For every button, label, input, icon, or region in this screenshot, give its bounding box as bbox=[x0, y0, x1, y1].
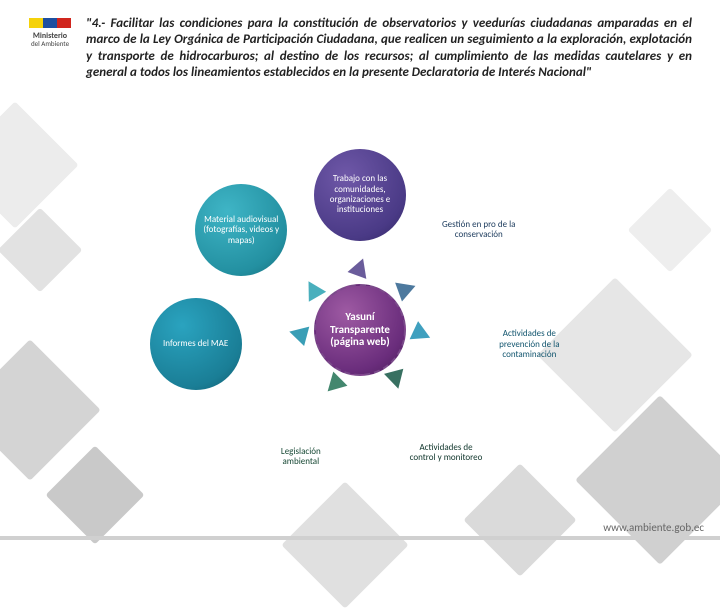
outer-node: Actividades de control y monitoreo bbox=[400, 407, 492, 499]
cycle-arrow bbox=[299, 276, 325, 302]
outer-node: Trabajo con las comunidades, organizacio… bbox=[314, 149, 406, 241]
outer-node: Informes del MAE bbox=[150, 298, 242, 390]
outer-node: Material audiovisual (fotografías, video… bbox=[195, 184, 287, 276]
cycle-arrow bbox=[384, 368, 408, 391]
footer-line bbox=[0, 536, 720, 540]
cycle-arrow bbox=[320, 372, 347, 399]
cycle-arrow bbox=[409, 322, 434, 348]
cycle-diagram: Yasuní Transparente (página web) Trabajo … bbox=[140, 140, 580, 520]
cycle-arrow bbox=[396, 277, 420, 302]
ministry-logo: Ministerio del Ambiente bbox=[22, 18, 78, 47]
cycle-arrow bbox=[348, 255, 373, 279]
cycle-arrow bbox=[287, 322, 310, 346]
quote-paragraph: "4.- Facilitar las condiciones para la c… bbox=[86, 16, 692, 81]
logo-line2: del Ambiente bbox=[31, 39, 69, 48]
logo-flag bbox=[22, 18, 78, 28]
outer-node: Legislación ambiental bbox=[255, 411, 347, 503]
outer-node: Actividades de prevención de la contamin… bbox=[483, 299, 575, 391]
outer-node: Gestión en pro de la conservación bbox=[433, 184, 525, 276]
logo-text: Ministerio del Ambiente bbox=[22, 32, 78, 47]
footer-url: www.ambiente.gob.ec bbox=[603, 521, 704, 534]
center-node: Yasuní Transparente (página web) bbox=[314, 284, 406, 376]
